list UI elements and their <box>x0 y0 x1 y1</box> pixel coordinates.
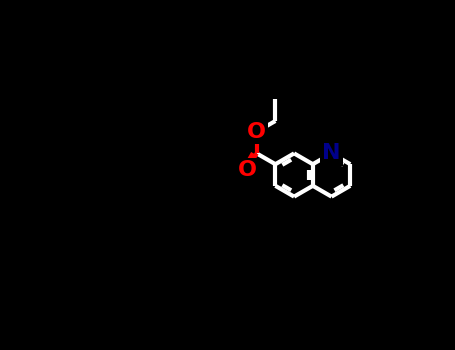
Text: O: O <box>238 160 257 180</box>
Text: O: O <box>247 122 266 142</box>
Text: N: N <box>322 144 341 163</box>
